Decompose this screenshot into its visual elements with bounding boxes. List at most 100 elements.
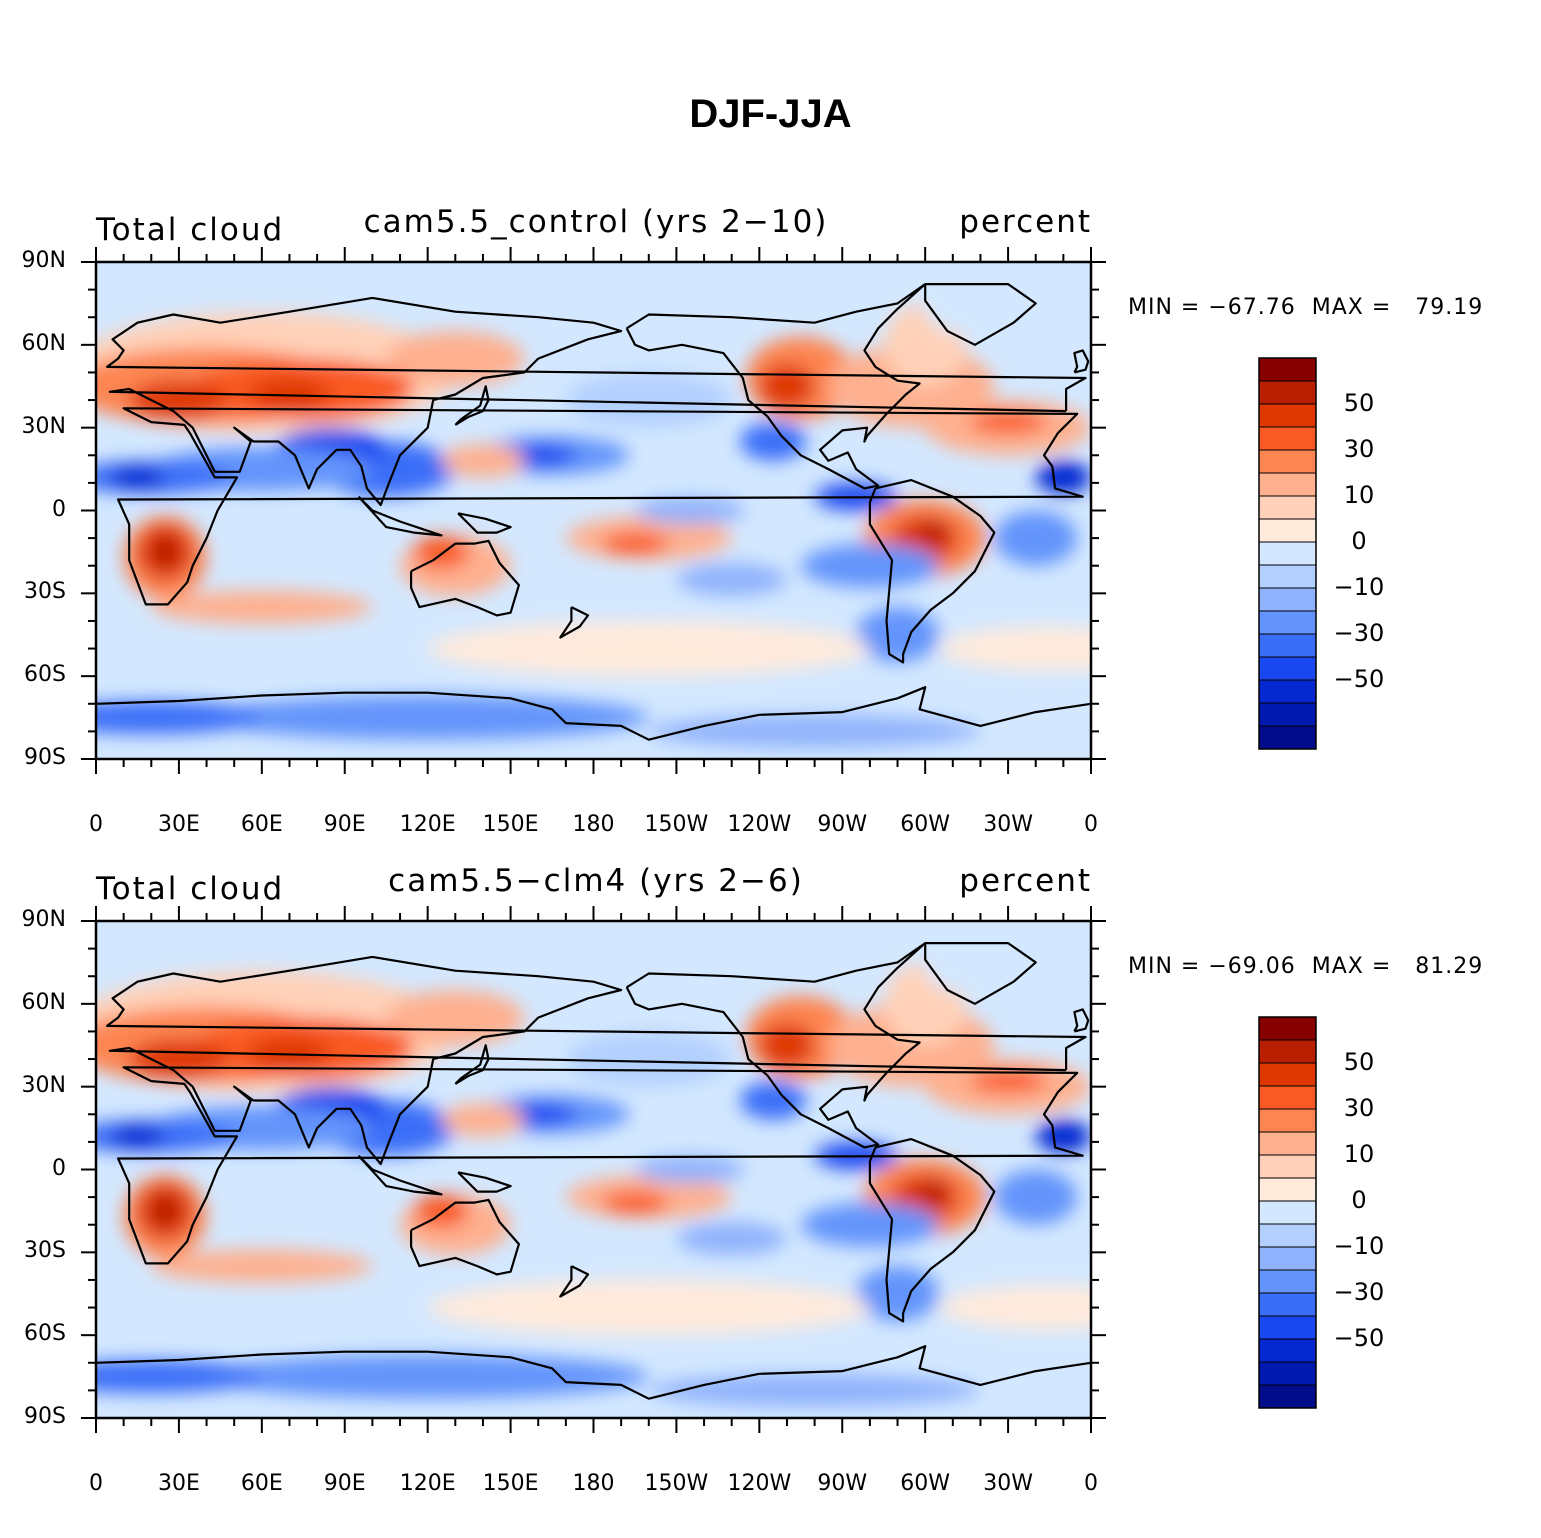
lon-label: 0 [89,812,103,837]
lon-label: 120E [399,1471,456,1496]
anomaly-region [441,444,525,478]
axis-ticks [81,247,1106,774]
colorbar [1258,1016,1317,1409]
lat-label: 60N [21,330,66,356]
colorbar-label: −30 [1333,1278,1385,1306]
lon-label: 150W [644,812,709,837]
lon-label: 150E [482,1471,539,1496]
anomaly-region [151,535,179,569]
lat-label: 0 [52,496,66,522]
colorbar-label: −10 [1333,1232,1385,1260]
map-panel-clm4: Total cloud cam5.5−clm4 (yrs 2−6) percen… [0,841,1541,1496]
lon-label: 60E [240,812,283,837]
anomaly-region [96,701,262,735]
case-title: cam5.5−clm4 (yrs 2−6) [388,863,804,899]
coastline [625,941,927,1149]
colorbar-swatch [1258,541,1317,566]
anomaly-region [759,1023,815,1068]
anomaly-region [969,1070,1047,1093]
colorbar-label: 10 [1343,1140,1375,1168]
coastline [924,282,1037,346]
map-plot [81,906,1317,1433]
anomaly-region [1035,1119,1091,1153]
lat-label: 30S [24,579,66,605]
anomaly-region [676,1221,787,1256]
coastline-outline-icon [96,941,1091,1400]
max-value: MAX = 81.29 [1311,954,1484,979]
lat-label: 30N [21,413,66,439]
colorbar-swatch [1258,1085,1317,1110]
colorbar-label: 50 [1343,1048,1375,1076]
coastline [357,1154,443,1196]
anomaly-region [601,532,669,555]
anomaly-region [634,496,746,525]
lon-label: 90W [817,1471,868,1496]
case-title: cam5.5_control (yrs 2−10) [363,204,829,240]
anomaly-region [206,695,649,740]
anomaly-region [739,1081,807,1120]
colorbar-swatch [1258,725,1317,750]
coastline [410,1198,521,1276]
anomaly-region [151,1249,373,1283]
anomaly-region [386,331,525,387]
coastline [1073,1008,1090,1033]
coastline [410,539,521,617]
lon-label: 0 [89,1471,103,1496]
lon-label: 90E [323,1471,366,1496]
anomaly-region [129,1039,229,1079]
lon-label: 120W [727,812,792,837]
lat-label: 0 [52,1155,66,1181]
colorbar-label: 10 [1343,481,1375,509]
anomaly-region [96,1360,262,1394]
coastline [559,606,590,639]
coastline [1073,349,1090,374]
contour-field [96,262,1091,759]
colorbar-swatch [1258,1154,1317,1179]
anomaly-region [1035,460,1091,494]
min-max-readout: MIN = −67.76 MAX = 79.19 [1128,295,1483,320]
units-title: percent [959,863,1092,899]
lon-label: 150W [644,1471,709,1496]
anomaly-region [939,1285,1091,1330]
lon-label: 120E [399,812,456,837]
colorbar-label: −50 [1333,1324,1385,1352]
colorbar-swatch [1258,1223,1317,1248]
anomaly-region [413,1194,470,1228]
colorbar-swatch [1258,403,1317,428]
colorbar-swatch [1258,610,1317,635]
anomaly-region [856,607,939,663]
colorbar-swatch [1258,357,1317,382]
colorbar-swatch [1258,495,1317,520]
colorbar-swatch [1258,1131,1317,1156]
colorbar [1258,357,1317,750]
anomaly-region [800,1202,939,1247]
anomaly-region [925,281,1036,337]
lon-label: 180 [572,812,615,837]
colorbar-swatch [1258,1315,1317,1340]
coastline [868,1138,996,1323]
anomaly-region [856,1266,939,1322]
lat-label: 90S [24,745,66,770]
min-value: MIN = −69.06 [1128,954,1296,979]
colorbar-label: 30 [1343,435,1375,463]
anomaly-region [441,1103,525,1137]
anomaly-region [129,380,229,420]
map-plot [81,247,1317,774]
lat-label: 60S [24,662,66,688]
lon-label: 120W [727,1471,792,1496]
anomaly-region [648,1373,981,1407]
anomaly-region [939,626,1091,671]
colorbar-label: −10 [1333,573,1385,601]
coastline [457,512,512,534]
lon-label: 0 [1084,1471,1098,1496]
colorbar-swatch [1258,1108,1317,1133]
coastline [96,686,1091,741]
colorbar-swatch [1258,587,1317,612]
anomaly-region [109,1125,166,1148]
lon-label: 30W [983,1471,1033,1496]
min-max-readout: MIN = −69.06 MAX = 81.29 [1128,954,1483,979]
colorbar-label: 50 [1343,389,1375,417]
coastline [116,407,1084,606]
anomaly-region [634,1155,746,1184]
coastline [96,1345,1091,1400]
